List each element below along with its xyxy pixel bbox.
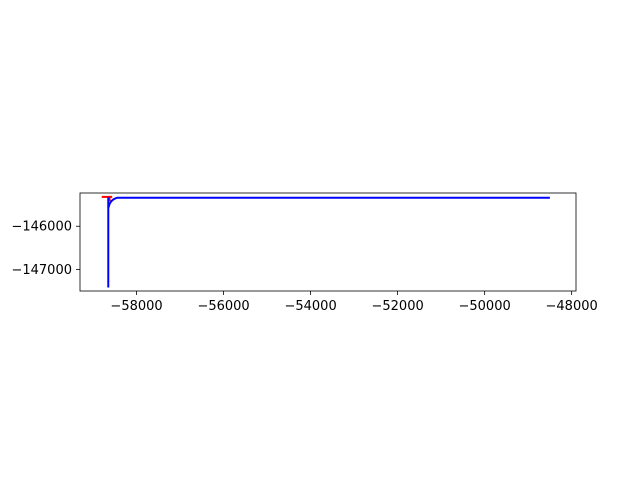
series-layer [101,195,550,288]
axes-background [80,193,576,291]
x-tick-label: −58000 [110,299,162,314]
y-tick-label: −146000 [11,220,72,235]
y-tick-label: −147000 [11,263,72,278]
axes-frame [79,192,577,292]
plot-area [79,192,577,292]
x-axis: −58000 −56000 −54000 −52000 −50000 −48000 [110,291,598,314]
x-tick-label: −54000 [284,299,336,314]
y-axis: −146000 −147000 [11,220,80,278]
x-tick-label: −48000 [546,299,598,314]
x-tick-label: −56000 [197,299,249,314]
x-tick-label: −50000 [459,299,511,314]
x-tick-label: −52000 [371,299,423,314]
series-line-4 [107,196,550,209]
